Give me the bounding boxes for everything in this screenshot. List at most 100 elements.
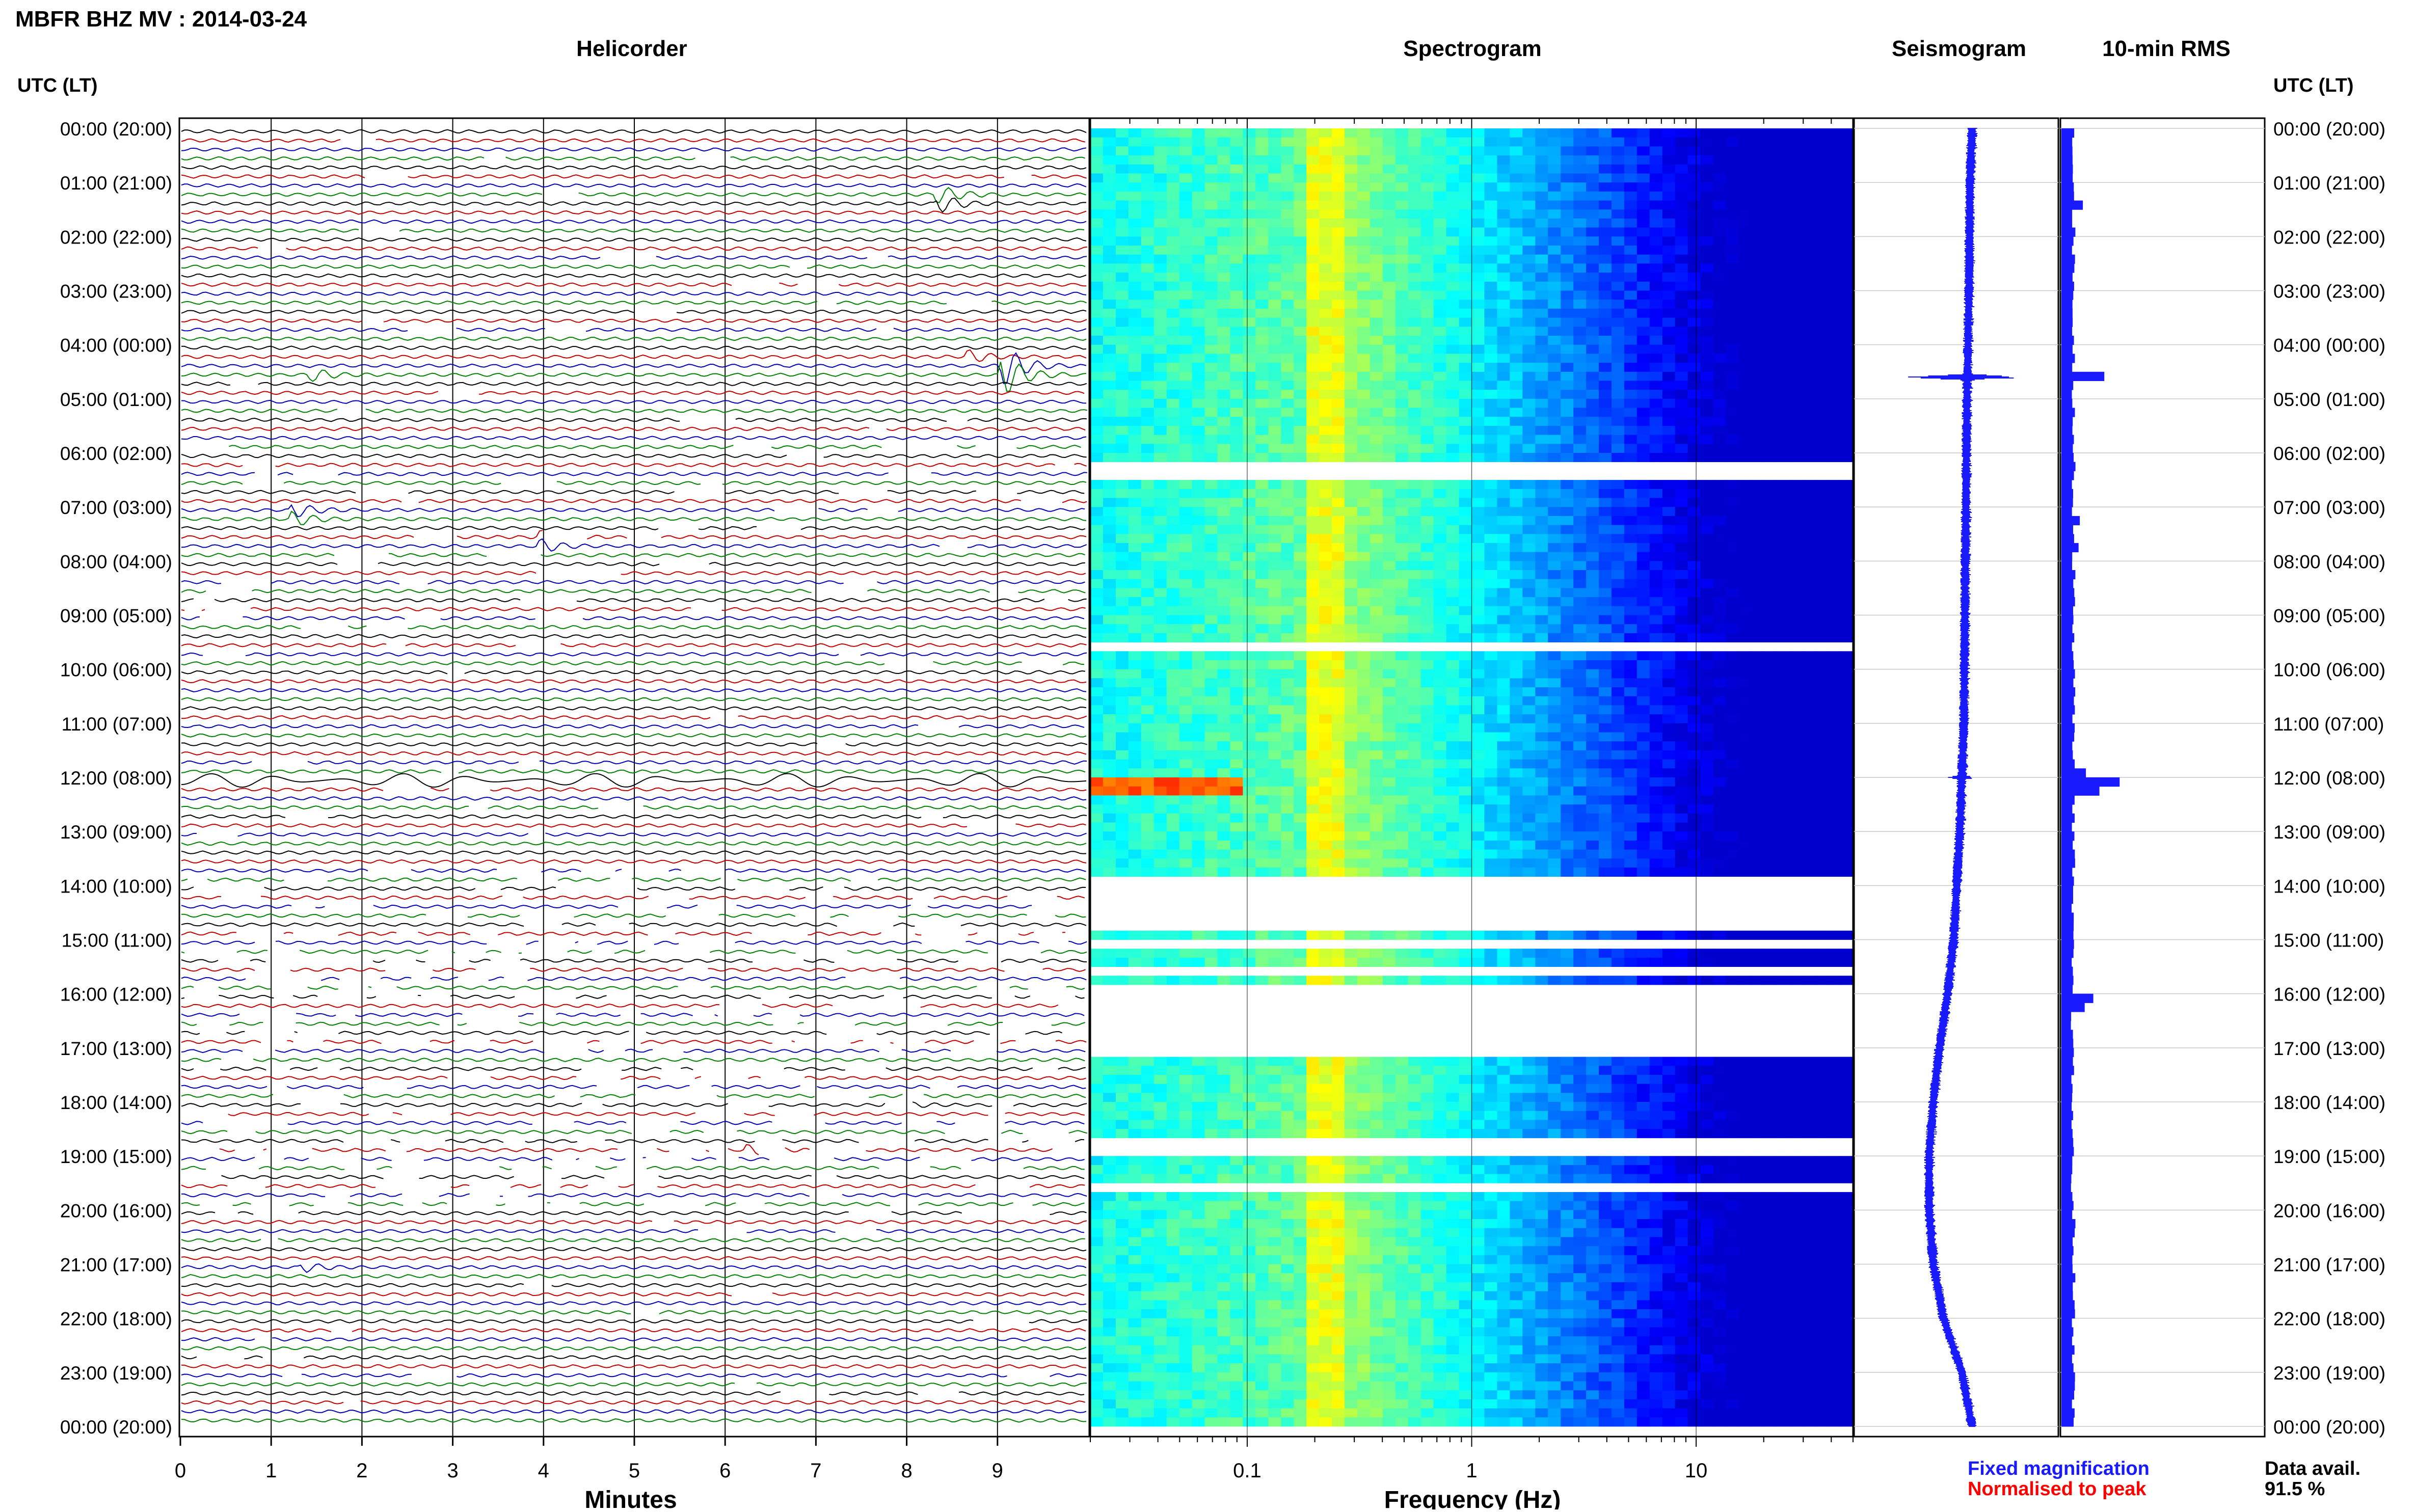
spectrogram-cell (1319, 651, 1332, 660)
spectrogram-cell (1243, 705, 1256, 714)
spectrogram-cell (1815, 705, 1828, 714)
spectrogram-cell (1332, 858, 1345, 868)
spectrogram-cell (1396, 552, 1409, 561)
spectrogram-cell (1688, 760, 1701, 769)
spectrogram-cell (1548, 814, 1561, 823)
spectrogram-cell (1332, 209, 1345, 219)
spectrogram-cell (1294, 823, 1307, 832)
spectrogram-cell (1738, 597, 1752, 606)
spectrogram-cell (1573, 804, 1587, 814)
spectrogram-cell (1396, 435, 1409, 444)
spectrogram-cell (1701, 426, 1714, 435)
spectrogram-cell (1612, 291, 1625, 300)
spectrogram-cell (1624, 201, 1638, 210)
helicorder-x-tick-label: 6 (719, 1460, 731, 1482)
spectrogram-cell (1281, 525, 1294, 534)
spectrogram-cell (1751, 246, 1764, 255)
spectrogram-cell (1141, 300, 1155, 309)
spectrogram-cell (1294, 399, 1307, 408)
spectrogram-cell (1421, 236, 1434, 246)
spectrogram-cell (1446, 498, 1460, 507)
spectrogram-cell (1281, 128, 1294, 138)
spectrogram-cell (1764, 146, 1777, 155)
spectrogram-cell (1230, 525, 1243, 534)
spectrogram-cell (1141, 507, 1155, 516)
spectrogram-cell (1129, 787, 1142, 796)
spectrogram-cell (1103, 327, 1116, 336)
spectrogram-cell (1815, 723, 1828, 733)
spectrogram-cell (1090, 318, 1104, 327)
spectrogram-cell (1357, 787, 1371, 796)
spectrogram-cell (1662, 750, 1676, 760)
spectrogram-cell (1396, 579, 1409, 588)
spectrogram-cell (1319, 579, 1332, 588)
spectrogram-cell (1357, 858, 1371, 868)
spectrogram-cell (1408, 823, 1421, 832)
spectrogram-cell (1154, 209, 1167, 219)
spectrogram-cell (1751, 174, 1764, 183)
spectrogram-cell (1243, 633, 1256, 642)
spectrogram-cell (1510, 696, 1523, 706)
spectrogram-cell (1650, 606, 1663, 615)
spectrogram-cell (1789, 534, 1803, 543)
spectrogram-cell (1650, 831, 1663, 841)
spectrogram-cell (1675, 273, 1688, 282)
spectrogram-cell (1306, 318, 1320, 327)
spectrogram-cell (1840, 741, 1854, 750)
spectrogram-cell (1726, 498, 1739, 507)
spectrogram-cell (1650, 624, 1663, 633)
spectrogram-cell (1484, 804, 1497, 814)
spectrogram-cell (1713, 165, 1727, 174)
spectrogram-cell (1370, 804, 1383, 814)
spectrogram-cell (1306, 660, 1320, 669)
spectrogram-cell (1701, 579, 1714, 588)
spectrogram-cell (1408, 760, 1421, 769)
spectrogram-cell (1434, 363, 1447, 372)
spectrogram-cell (1370, 263, 1383, 273)
spectrogram-cell (1129, 615, 1142, 625)
spectrogram-cell (1624, 209, 1638, 219)
spectrogram-cell (1815, 768, 1828, 777)
spectrogram-cell (1828, 381, 1841, 390)
spectrogram-cell (1370, 372, 1383, 381)
spectrogram-cell (1738, 841, 1752, 850)
spectrogram-cell (1726, 327, 1739, 336)
spectrogram-cell (1408, 165, 1421, 174)
spectrogram-cell (1828, 255, 1841, 264)
spectrogram-cell (1218, 300, 1231, 309)
spectrogram-cell (1675, 552, 1688, 561)
spectrogram-cell (1701, 651, 1714, 660)
spectrogram-cell (1383, 138, 1396, 147)
spectrogram-cell (1535, 741, 1548, 750)
spectrogram-cell (1612, 399, 1625, 408)
spectrogram-cell (1815, 687, 1828, 696)
spectrogram-cell (1103, 273, 1116, 282)
spectrogram-cell (1129, 750, 1142, 760)
spectrogram-cell (1548, 615, 1561, 625)
spectrogram-cell (1103, 741, 1116, 750)
spectrogram-cell (1802, 363, 1815, 372)
spectrogram-cell (1472, 750, 1485, 760)
spectrogram-cell (1840, 300, 1854, 309)
spectrogram-cell (1815, 850, 1828, 859)
spectrogram-cell (1637, 831, 1650, 841)
spectrogram-cell (1726, 795, 1739, 804)
spectrogram-cell (1522, 201, 1536, 210)
helicorder-x-tick-label: 8 (901, 1460, 912, 1482)
spectrogram-cell (1294, 850, 1307, 859)
spectrogram-cell (1446, 128, 1460, 138)
spectrogram-cell (1205, 795, 1218, 804)
spectrogram-cell (1637, 687, 1650, 696)
spectrogram-cell (1497, 723, 1510, 733)
spectrogram-cell (1268, 417, 1281, 426)
spectrogram-cell (1345, 760, 1358, 769)
spectrogram-cell (1434, 750, 1447, 760)
spectrogram-cell (1535, 597, 1548, 606)
spectrogram-cell (1510, 426, 1523, 435)
spectrogram-cell (1243, 138, 1256, 147)
spectrogram-cell (1434, 228, 1447, 237)
spectrogram-cell (1789, 588, 1803, 597)
spectrogram-cell (1116, 760, 1129, 769)
spectrogram-cell (1408, 543, 1421, 552)
